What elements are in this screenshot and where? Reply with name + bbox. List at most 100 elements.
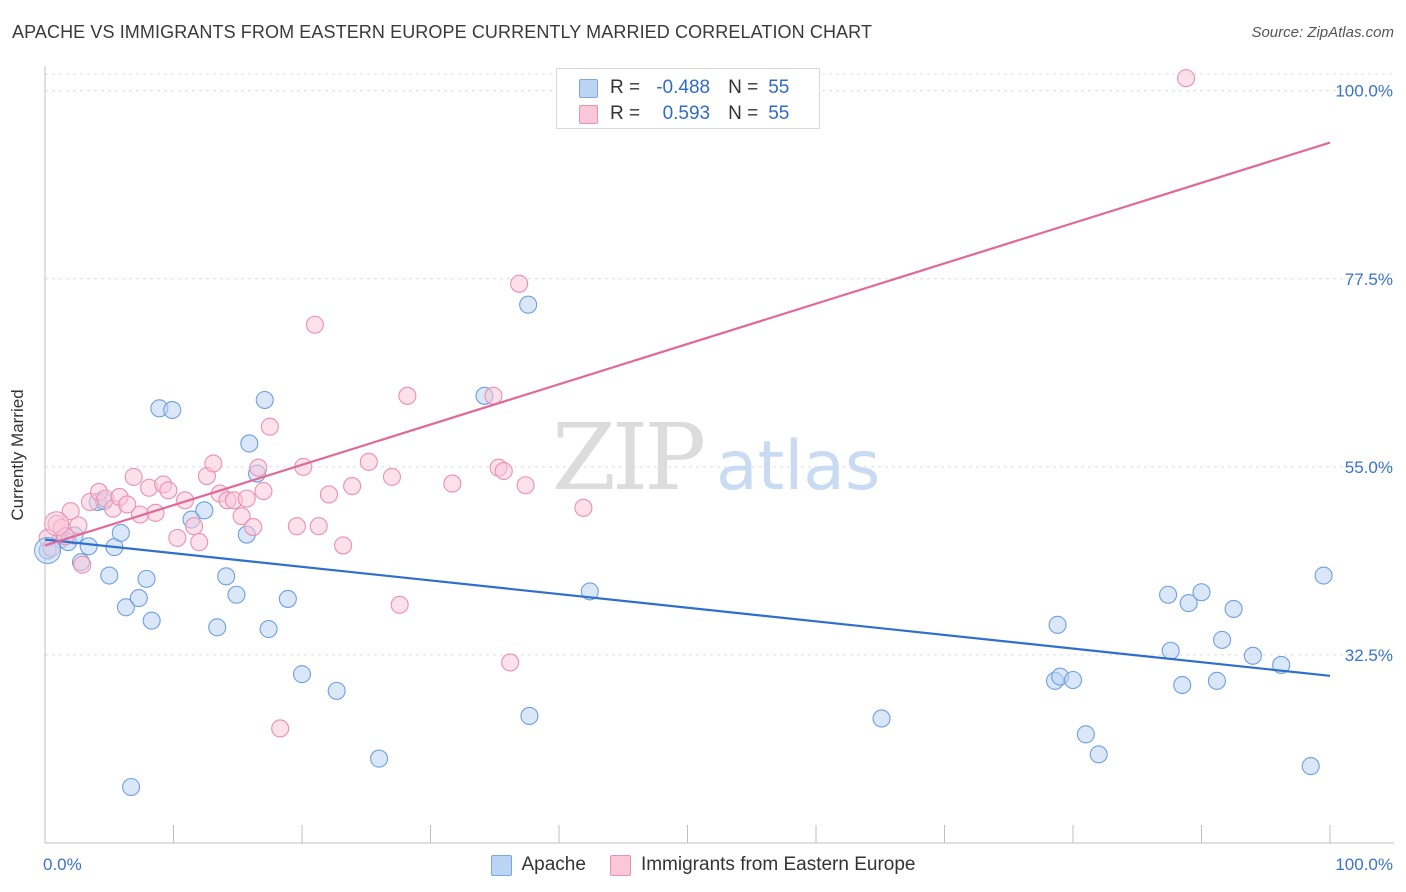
immigrants-point [249,458,268,477]
immigrants-point [382,467,402,486]
immigrants-point [398,386,417,405]
watermark: ZIP atlas [552,404,880,511]
apache-point [1179,594,1198,613]
apache-point [142,611,161,630]
immigrants-point [168,528,187,547]
apache-point [1192,583,1211,602]
apache-point [217,567,236,586]
immigrants-point [334,536,353,555]
y-tick-label: 77.5% [1345,270,1393,289]
immigrants-point [254,482,273,501]
n-label: N = [728,103,759,124]
immigrants-point [232,507,251,526]
immigrants-point [271,719,290,738]
apache-point [292,665,312,684]
legend-label-immigrants: Immigrants from Eastern Europe [640,854,916,875]
y-tick-label: 55.0% [1345,458,1393,477]
immigrants-point [73,555,92,574]
apache-point [1089,745,1108,764]
immigrants-point [443,474,462,493]
correlation-legend: R = -0.488 N = 55 R = 0.593 N = 55 [556,68,820,129]
y-axis-label: Currently Married [8,389,27,521]
apache-point [163,400,182,420]
x-tick-label: 100.0% [1335,855,1393,874]
apache-point [259,619,278,639]
immigrants-point [484,386,503,405]
immigrants-swatch [609,854,631,876]
apache-point [195,501,214,520]
immigrants-point [124,467,143,486]
series-legend: Apache Immigrants from Eastern Europe [0,852,1406,878]
legend-row-apache: R = -0.488 N = 55 [579,76,789,100]
legend-item-apache[interactable]: Apache [490,854,586,876]
apache-point [519,295,538,314]
r-label: R = [610,77,641,98]
immigrants-point [309,517,328,536]
apache-point [227,585,246,604]
apache-point [137,569,156,588]
immigrants-point [287,517,306,536]
immigrants-point [494,461,513,481]
apache-point [116,598,136,617]
legend-label-apache: Apache [521,854,586,875]
apache-point [520,706,539,725]
apache-point [1063,670,1083,690]
apache-point [1159,585,1178,604]
immigrants-point [343,477,362,496]
immigrants-point [185,517,204,536]
tick-labels: 32.5% 55.0% 77.5% 100.0% 0.0% 100.0% [43,82,1393,874]
immigrants-point [305,315,324,334]
apache-point [208,618,227,637]
immigrants-point [390,595,409,614]
apache-point [1207,671,1226,690]
x-tick-label: 0.0% [43,855,82,874]
apache-point [1301,757,1320,776]
n-value: 55 [768,103,790,124]
immigrants-point [237,489,256,508]
legend-item-immigrants[interactable]: Immigrants from Eastern Europe [609,854,916,876]
apache-point [1048,615,1067,634]
immigrants-point [204,454,223,473]
immigrants-point [69,516,88,535]
watermark-zip: ZIP [552,404,703,511]
apache-point [79,537,98,556]
apache-point [327,681,346,700]
apache-point [1213,630,1232,649]
apache-point [255,390,274,410]
n-value: 55 [768,77,790,98]
r-value: 0.593 [662,103,711,124]
immigrants-point [501,653,520,672]
apache-swatch [579,78,598,98]
immigrants-swatch [579,104,598,124]
chart-title: APACHE VS IMMIGRANTS FROM EASTERN EUROPE… [12,22,873,42]
immigrants-point [510,274,529,293]
apache-point [1076,725,1095,744]
apache-point [1173,675,1192,695]
apache-swatch [490,854,512,876]
immigrants-point [1177,69,1196,88]
apache-point [34,536,62,564]
apache-point [100,566,119,585]
immigrants-trend-line [44,141,1331,547]
apache-point [1161,641,1180,660]
legend-row-immigrants: R = 0.593 N = 55 [579,102,789,126]
apache-point [111,523,130,542]
r-value: -0.488 [656,77,711,98]
immigrants-point [159,481,178,500]
axes [44,66,1394,844]
trend-lines [44,141,1331,677]
n-label: N = [728,77,759,98]
apache-point [129,589,148,608]
apache-point [580,582,599,601]
immigrants-point [61,502,80,521]
immigrants-point [260,417,279,436]
immigrants-point [176,491,195,510]
immigrants-point [190,533,209,552]
immigrants-point [319,485,339,504]
immigrants-point [118,495,137,514]
immigrants-point [44,511,70,537]
apache-point [240,434,259,453]
r-label: R = [610,103,641,124]
y-tick-label: 32.5% [1345,646,1393,665]
